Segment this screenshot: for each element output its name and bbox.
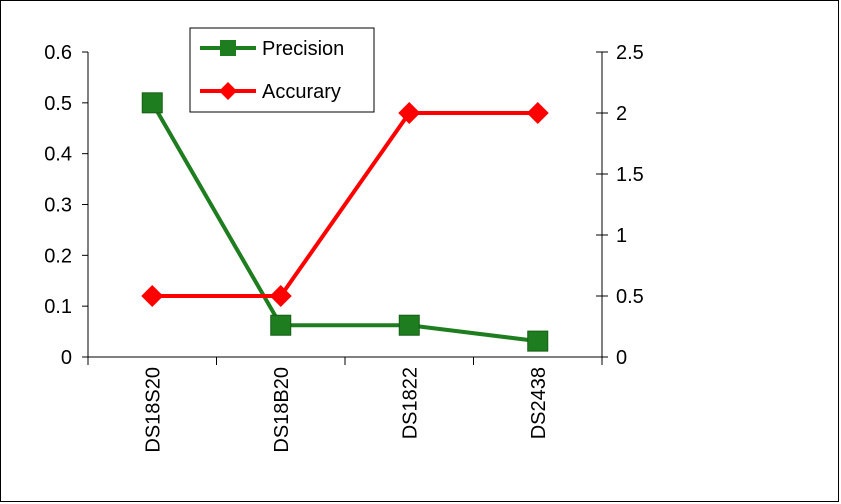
point-precision: [398, 314, 420, 336]
left-tick-label: 0.1: [44, 296, 72, 318]
axes: 0 0.1 0.2 0.3 0.4 0.5 0.6 0 0.5 1 1.5 2 2.5 DS18S20 DS…: [44, 42, 644, 453]
legend-label-precision: Precision: [262, 38, 344, 60]
right-tick-label: 2.5: [616, 42, 644, 64]
legend: Precision Accurary: [189, 27, 375, 113]
legend-label-accurary: Accurary: [262, 81, 341, 103]
x-tick-label: DS2438: [528, 367, 550, 439]
right-tick-label: 0: [616, 347, 627, 369]
left-tick-label: 0.6: [44, 42, 72, 64]
x-tick-label: DS18S20: [142, 367, 164, 453]
right-tick-label: 1: [616, 225, 627, 247]
point-precision: [527, 330, 549, 352]
point-accurary: [269, 285, 292, 307]
right-tick-label: 2: [616, 103, 627, 125]
series-line-accurary: [152, 111, 538, 298]
series-layer: [141, 92, 549, 352]
left-tick-label: 0.4: [44, 144, 72, 166]
point-accurary: [398, 102, 421, 124]
right-tick-label: 1.5: [616, 164, 644, 186]
point-precision: [270, 314, 292, 336]
x-tick-label: DS1822: [399, 367, 421, 439]
series-line-precision: [150, 101, 538, 344]
left-tick-label: 0.2: [44, 245, 72, 267]
point-precision: [141, 92, 163, 114]
point-accurary: [141, 285, 164, 307]
x-tick-label: DS18B20: [271, 367, 293, 453]
right-tick-label: 0.5: [616, 286, 644, 308]
legend-marker: [220, 40, 236, 56]
left-tick-label: 0: [61, 347, 72, 369]
left-tick-label: 0.5: [44, 93, 72, 115]
left-tick-label: 0.3: [44, 195, 72, 217]
legend-marker: [219, 82, 237, 100]
point-accurary: [526, 102, 549, 124]
